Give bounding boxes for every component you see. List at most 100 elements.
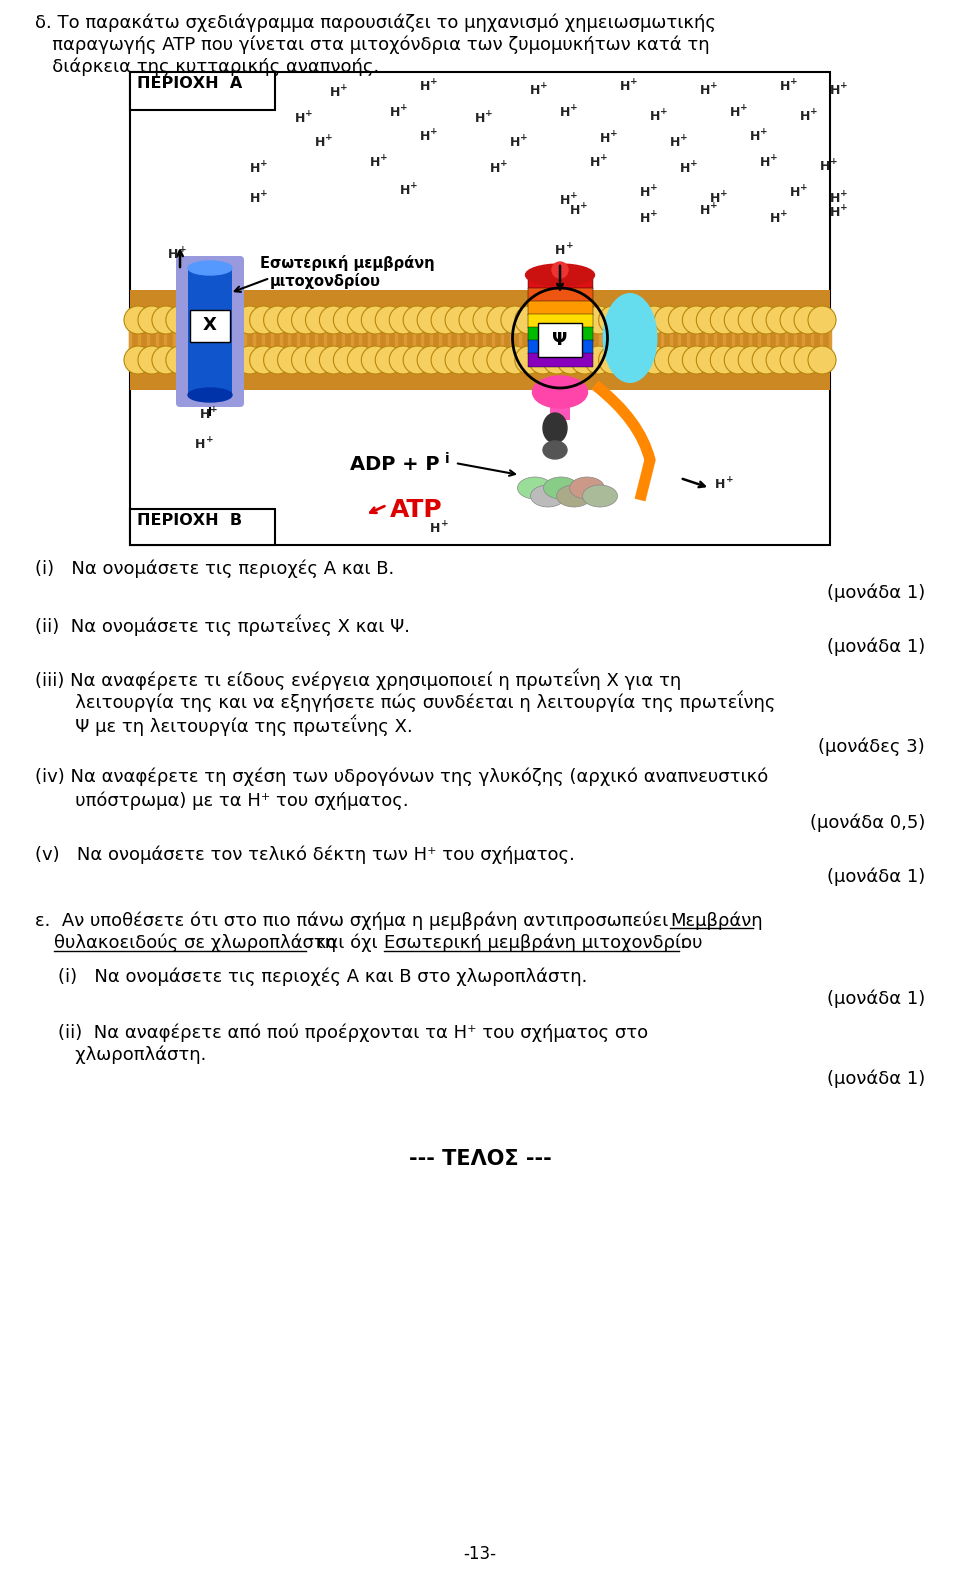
Text: +: +	[206, 435, 214, 444]
Text: --- ΤΕΛΟΣ ---: --- ΤΕΛΟΣ ---	[409, 1149, 551, 1170]
Circle shape	[627, 345, 655, 374]
Text: H: H	[650, 110, 660, 122]
Text: Εσωτερική μεμβράνη: Εσωτερική μεμβράνη	[260, 254, 435, 272]
Text: H: H	[820, 160, 830, 174]
Circle shape	[655, 345, 683, 374]
Bar	[130, 509, 275, 545]
Circle shape	[696, 306, 725, 334]
Text: +: +	[520, 132, 528, 141]
Ellipse shape	[603, 294, 658, 383]
Circle shape	[305, 345, 333, 374]
Text: +: +	[760, 127, 768, 137]
Text: H: H	[760, 157, 770, 170]
Text: +: +	[720, 188, 728, 198]
Circle shape	[738, 306, 766, 334]
Circle shape	[473, 345, 501, 374]
Text: +: +	[810, 107, 818, 116]
Text: +: +	[260, 188, 268, 198]
Circle shape	[264, 306, 292, 334]
Text: H: H	[370, 155, 380, 168]
Text: ATP: ATP	[390, 498, 443, 521]
Circle shape	[459, 306, 487, 334]
Text: +: +	[260, 159, 268, 168]
Circle shape	[570, 345, 599, 374]
Circle shape	[640, 306, 668, 334]
Circle shape	[152, 345, 180, 374]
Text: +: +	[430, 127, 438, 135]
Text: H: H	[250, 192, 260, 204]
Ellipse shape	[188, 388, 232, 402]
Bar	[130, 72, 275, 110]
Circle shape	[305, 306, 333, 334]
Text: +: +	[566, 240, 574, 250]
Circle shape	[431, 345, 459, 374]
Text: H: H	[195, 438, 205, 452]
Circle shape	[333, 306, 361, 334]
Bar	[188, 268, 232, 396]
FancyBboxPatch shape	[176, 256, 244, 407]
Circle shape	[207, 306, 236, 334]
Text: +: +	[630, 77, 637, 86]
Text: (μονάδα 1): (μονάδα 1)	[827, 868, 925, 887]
Text: H: H	[315, 135, 325, 149]
Bar	[528, 353, 593, 367]
Circle shape	[320, 345, 348, 374]
Circle shape	[585, 306, 612, 334]
Text: +: +	[570, 104, 578, 113]
Circle shape	[808, 306, 836, 334]
Circle shape	[557, 306, 585, 334]
Circle shape	[738, 345, 766, 374]
Circle shape	[552, 262, 568, 278]
Text: μιτοχονδρίου: μιτοχονδρίου	[270, 273, 381, 289]
Text: +: +	[780, 209, 787, 218]
Circle shape	[348, 345, 375, 374]
Circle shape	[473, 306, 501, 334]
Circle shape	[445, 306, 473, 334]
Circle shape	[361, 345, 390, 374]
Text: +: +	[179, 245, 186, 254]
Text: +: +	[210, 405, 218, 414]
Text: H: H	[640, 187, 650, 199]
Circle shape	[612, 345, 640, 374]
Text: H: H	[430, 521, 441, 534]
Circle shape	[418, 306, 445, 334]
Circle shape	[389, 306, 418, 334]
Text: H: H	[830, 85, 840, 97]
Circle shape	[375, 345, 403, 374]
Circle shape	[445, 345, 473, 374]
Text: (μονάδες 3): (μονάδες 3)	[818, 736, 925, 755]
Circle shape	[277, 345, 305, 374]
Text: H: H	[200, 408, 210, 421]
Circle shape	[235, 345, 264, 374]
Text: H: H	[830, 192, 840, 204]
Text: (ii)  Να ονομάσετε τις πρωτεΐνες X και Ψ.: (ii) Να ονομάσετε τις πρωτεΐνες X και Ψ.	[35, 614, 410, 636]
Text: (μονάδα 0,5): (μονάδα 0,5)	[809, 813, 925, 832]
Circle shape	[655, 306, 683, 334]
Circle shape	[724, 345, 753, 374]
Circle shape	[180, 345, 207, 374]
Ellipse shape	[525, 264, 594, 286]
Circle shape	[152, 306, 180, 334]
Text: +: +	[690, 159, 698, 168]
Circle shape	[250, 306, 277, 334]
Circle shape	[766, 345, 794, 374]
Text: H: H	[330, 86, 341, 99]
Text: +: +	[430, 77, 438, 86]
Text: Ψ με τη λειτουργία της πρωτεΐνης X.: Ψ με τη λειτουργία της πρωτεΐνης X.	[35, 714, 413, 735]
Ellipse shape	[533, 375, 588, 408]
Text: Εσωτερική μεμβράνη μιτοχονδρίου: Εσωτερική μεμβράνη μιτοχονδρίου	[384, 934, 703, 953]
Circle shape	[348, 306, 375, 334]
Text: +: +	[770, 154, 778, 163]
Text: ΠΕΡΙΟΧΗ  Α: ΠΕΡΙΟΧΗ Α	[137, 75, 242, 91]
Bar	[528, 341, 593, 353]
Text: ΠΕΡΙΟΧΗ  Β: ΠΕΡΙΟΧΗ Β	[137, 513, 242, 528]
Text: και όχι: και όχι	[310, 934, 383, 953]
Bar	[130, 290, 830, 389]
Text: +: +	[540, 80, 547, 89]
Circle shape	[389, 345, 418, 374]
Circle shape	[515, 345, 542, 374]
Text: παραγωγής ATP που γίνεται στα μιτοχόνδρια των ζυμομυκήτων κατά τη: παραγωγής ATP που γίνεται στα μιτοχόνδρι…	[35, 36, 709, 55]
Text: H: H	[510, 135, 520, 149]
Text: +: +	[840, 188, 848, 198]
Circle shape	[403, 306, 431, 334]
